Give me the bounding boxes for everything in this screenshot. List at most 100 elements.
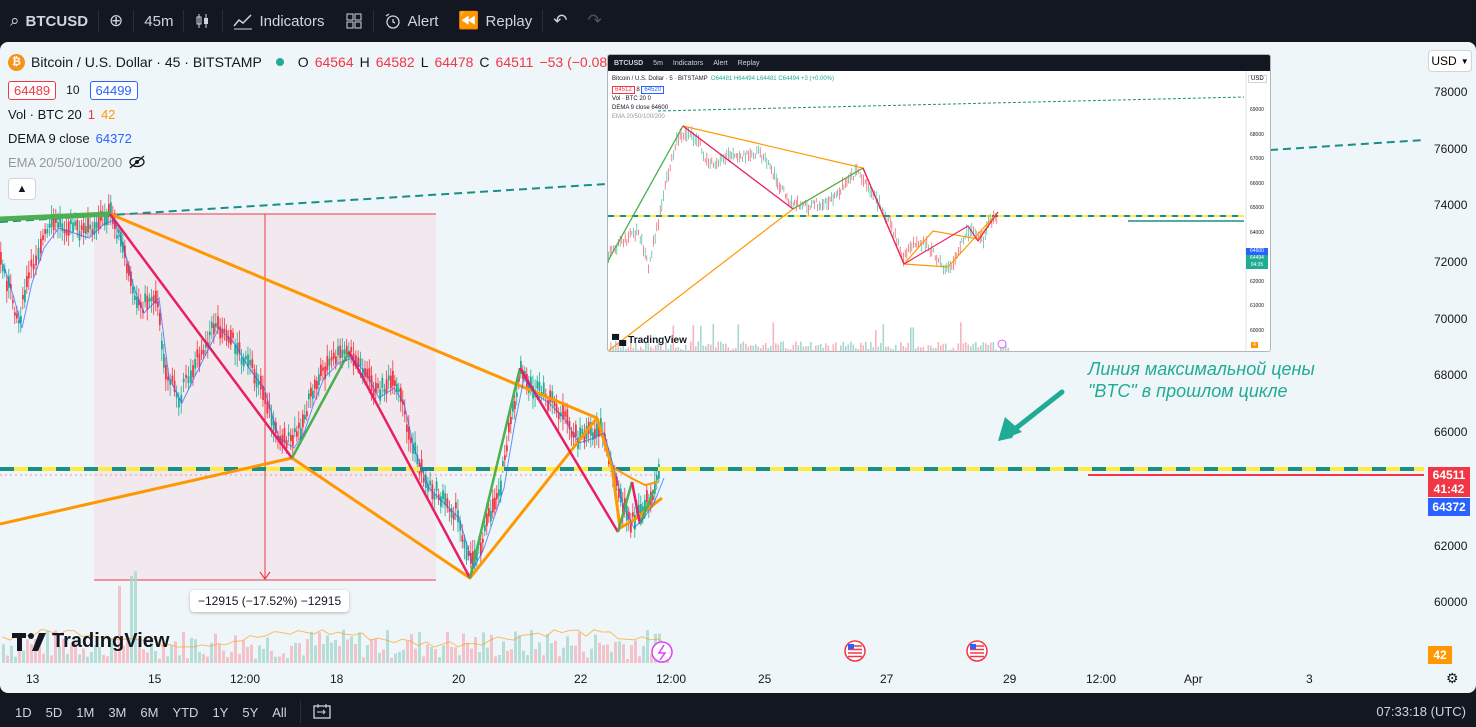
currency-button[interactable]: USD ▼ bbox=[1428, 50, 1472, 72]
inset-chart-screenshot[interactable]: BTCUSD 5m Indicators Alert Replay Bitcoi… bbox=[607, 54, 1271, 352]
range-button-1d[interactable]: 1D bbox=[15, 704, 32, 720]
indicators-button[interactable]: Indicators bbox=[223, 0, 334, 42]
inset-volume-bar bbox=[740, 343, 742, 351]
range-button-1m[interactable]: 1M bbox=[76, 704, 95, 720]
candle-body bbox=[234, 344, 237, 354]
dema-tag-value: 64372 bbox=[1432, 500, 1466, 514]
price-range-measure-label[interactable]: −12915 (−17.52%) −12915 bbox=[190, 590, 350, 612]
chart-panel[interactable]: ₿ Bitcoin / U.S. Dollar · 45 · BITSTAMP … bbox=[0, 42, 1476, 693]
inset-volume-bar bbox=[935, 348, 937, 351]
inset-tag-2: 64494 bbox=[1246, 255, 1268, 262]
volume-bar bbox=[138, 639, 141, 663]
candle-body bbox=[65, 229, 68, 236]
inset-zigzag-up bbox=[792, 167, 864, 210]
harmonic-pattern-line bbox=[0, 416, 663, 580]
inset-volume-bar bbox=[717, 341, 720, 351]
volume-bar bbox=[118, 585, 121, 663]
inset-volume-bar bbox=[862, 345, 865, 351]
time-axis[interactable]: 13 15 12:00 18 20 22 12:00 25 27 29 12:00 Apr 3 bbox=[0, 666, 1476, 693]
replay-button[interactable]: ⏪ Replay bbox=[448, 0, 542, 42]
inset-volume-bar bbox=[870, 342, 872, 351]
volume-bar bbox=[306, 639, 309, 663]
volume-bar bbox=[562, 647, 565, 663]
interval-button[interactable]: 45m bbox=[134, 0, 183, 42]
candle-body bbox=[508, 422, 510, 433]
inset-volume-bar bbox=[630, 341, 632, 351]
zigzag-up-line bbox=[468, 367, 522, 579]
candle-body bbox=[632, 512, 634, 517]
inset-volume-bar bbox=[937, 342, 940, 351]
volume-bar bbox=[18, 641, 21, 663]
main-chart-canvas[interactable] bbox=[0, 42, 1476, 693]
buy-price-button[interactable]: 64499 bbox=[89, 80, 138, 100]
range-button-5d[interactable]: 5D bbox=[45, 704, 63, 720]
candle-body bbox=[18, 320, 20, 324]
collapse-legend-button[interactable]: ▲ bbox=[8, 178, 36, 200]
inset-volume-bar bbox=[802, 346, 805, 351]
range-button-3m[interactable]: 3M bbox=[108, 704, 127, 720]
inset-volume-bar bbox=[647, 343, 650, 351]
volume-bar bbox=[530, 630, 533, 663]
settings-gear-icon[interactable]: ⚙ bbox=[1446, 670, 1459, 686]
volume-bar bbox=[606, 644, 609, 663]
compare-button[interactable]: ⊕ bbox=[99, 0, 133, 42]
calendar-icon bbox=[313, 703, 331, 719]
goto-date-button[interactable] bbox=[307, 703, 337, 722]
volume-bar bbox=[146, 652, 149, 663]
candle-body bbox=[187, 376, 190, 384]
range-button-1y[interactable]: 1Y bbox=[212, 704, 229, 720]
candle-body bbox=[198, 354, 201, 367]
inset-volume-bar bbox=[812, 349, 815, 351]
inset-volume-bar bbox=[970, 346, 972, 351]
inset-chart-canvas bbox=[608, 71, 1270, 351]
candle-body bbox=[260, 375, 262, 390]
candle-body bbox=[630, 523, 632, 533]
candle-body bbox=[130, 271, 132, 287]
range-button-ytd[interactable]: YTD bbox=[172, 704, 199, 720]
range-button-6m[interactable]: 6M bbox=[140, 704, 159, 720]
ema-indicator-row[interactable]: EMA 20/50/100/200 bbox=[8, 150, 624, 174]
annotation-line-2: "BTC" в прошлом цикле bbox=[1088, 381, 1288, 401]
sell-price-button[interactable]: 64489 bbox=[8, 80, 57, 100]
candle-body bbox=[357, 357, 360, 368]
inset-symbol: BTCUSD bbox=[614, 59, 644, 67]
candle-body bbox=[518, 374, 520, 382]
inset-volume-bar bbox=[927, 345, 930, 351]
range-button-5y[interactable]: 5Y bbox=[242, 704, 259, 720]
volume-bar bbox=[46, 630, 49, 663]
volume-bar bbox=[206, 656, 209, 663]
candle-body bbox=[410, 437, 412, 444]
annotation-text[interactable]: Линия максимальной цены "BTC" в прошлом … bbox=[1088, 358, 1388, 402]
alert-button[interactable]: Alert bbox=[374, 0, 449, 42]
eye-hidden-icon[interactable] bbox=[128, 155, 146, 169]
candle-body bbox=[161, 340, 163, 350]
inset-volume-bar bbox=[1007, 347, 1010, 351]
inset-volume-bar bbox=[747, 346, 750, 351]
symbol-search[interactable]: ⌕ BTCUSD bbox=[0, 0, 98, 42]
layouts-button[interactable] bbox=[335, 0, 373, 42]
candle-body bbox=[498, 489, 500, 497]
range-button-all[interactable]: All bbox=[272, 704, 287, 720]
undo-button[interactable]: ↶ bbox=[543, 0, 577, 42]
volume-bar bbox=[326, 635, 329, 663]
inset-watermark-text: TradingView bbox=[628, 335, 687, 346]
inset-volume-bar bbox=[655, 345, 657, 351]
inset-volume-bar bbox=[792, 344, 795, 351]
dema-indicator-row[interactable]: DEMA 9 close 64372 bbox=[8, 126, 624, 150]
inset-toolbar: BTCUSD 5m Indicators Alert Replay bbox=[608, 55, 1270, 71]
candle-body bbox=[339, 345, 342, 359]
volume-bar bbox=[6, 655, 9, 663]
volume-bar bbox=[634, 640, 637, 663]
volume-bar bbox=[150, 638, 153, 663]
volume-bar bbox=[622, 644, 625, 663]
volume-label: Vol · BTC 20 bbox=[8, 106, 82, 122]
inset-volume-bar bbox=[947, 350, 950, 351]
candle-body bbox=[171, 375, 174, 382]
dema-label: DEMA 9 close bbox=[8, 130, 90, 146]
spread-value: 10 bbox=[66, 83, 80, 97]
chart-type-button[interactable] bbox=[184, 0, 222, 42]
redo-button[interactable]: ↷ bbox=[577, 0, 611, 42]
candle-body bbox=[67, 221, 70, 236]
clock-time[interactable]: 07:33:18 (UTC) bbox=[1376, 704, 1466, 719]
volume-indicator-row[interactable]: Vol · BTC 20 1 42 bbox=[8, 102, 624, 126]
